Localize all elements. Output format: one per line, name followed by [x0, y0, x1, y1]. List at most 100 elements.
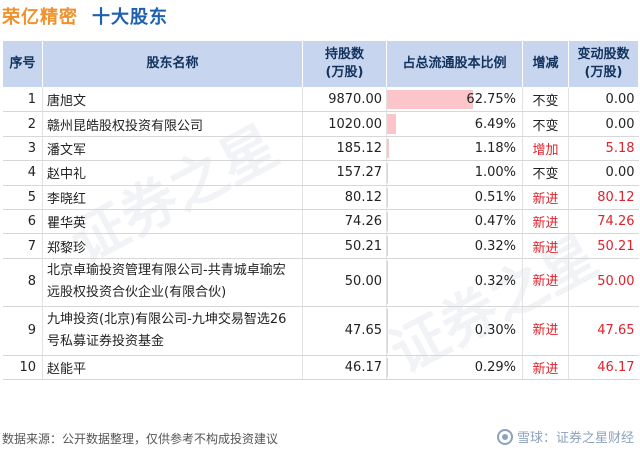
float-ratio-cell: 0.29%	[386, 355, 523, 381]
shares-held: 185.12	[302, 136, 387, 162]
float-ratio-cell: 0.32%	[386, 233, 523, 259]
row-index: 3	[2, 136, 43, 162]
ratio-value: 0.47%	[474, 214, 516, 230]
table-header-row: 序号 股东名称 持股数 (万股) 占总流通股本比例 增减 变动股数 (万股)	[2, 40, 639, 88]
table-row: 2 赣州昆皓股权投资有限公司 1020.00 6.49% 不变 0.00	[2, 111, 639, 137]
shareholder-name: 赵能平	[42, 355, 303, 381]
row-index: 6	[2, 209, 43, 235]
change-status: 新进	[522, 355, 569, 381]
col-header-delta: 变动股数 (万股)	[568, 40, 639, 88]
col-header-change: 增减	[522, 40, 569, 88]
change-shares: 5.18	[568, 136, 639, 162]
table-row: 9 九坤投资(北京)有限公司-九坤交易智选26号私募证券投资基金 47.65 0.30…	[2, 306, 639, 356]
change-status: 不变	[522, 87, 569, 113]
change-status: 新进	[522, 306, 569, 356]
company-name: 荣亿精密	[2, 7, 78, 28]
row-index: 2	[2, 111, 43, 137]
ratio-bar	[387, 138, 389, 159]
data-source-note: 数据来源：公开数据整理，仅供参考不构成投资建议	[2, 432, 279, 446]
float-ratio-cell: 1.00%	[386, 160, 523, 186]
row-index: 10	[2, 355, 43, 381]
float-ratio-cell: 0.47%	[386, 209, 523, 235]
float-ratio-cell: 62.75%	[386, 87, 523, 113]
change-shares: 0.00	[568, 87, 639, 113]
ratio-value: 62.75%	[466, 92, 516, 108]
row-index: 1	[2, 87, 43, 113]
ratio-bar	[387, 187, 388, 207]
table-row: 3 潘文军 185.12 1.18% 增加 5.18	[2, 136, 639, 162]
ratio-bar	[387, 114, 396, 134]
table-row: 10 赵能平 46.17 0.29% 新进 46.17	[2, 355, 639, 381]
change-shares: 50.00	[568, 258, 639, 308]
row-index: 9	[2, 306, 43, 356]
shares-held: 47.65	[302, 306, 387, 356]
change-shares: 46.17	[568, 355, 639, 381]
float-ratio-cell: 1.18%	[386, 136, 523, 162]
ratio-value: 0.51%	[474, 189, 516, 205]
row-index: 8	[2, 258, 43, 308]
change-status: 增加	[522, 136, 569, 162]
row-index: 7	[2, 233, 43, 259]
table-row: 4 赵中礼 157.27 1.00% 不变 0.00	[2, 160, 639, 186]
shareholder-name: 唐旭文	[42, 87, 303, 113]
float-ratio-cell: 0.51%	[386, 185, 523, 210]
ratio-value: 0.32%	[474, 274, 516, 290]
ratio-value: 1.00%	[474, 165, 516, 181]
change-shares: 0.00	[568, 160, 639, 186]
float-ratio-cell: 0.32%	[386, 258, 523, 308]
ratio-value: 0.32%	[474, 238, 516, 254]
ratio-bar	[387, 211, 388, 232]
change-status: 新进	[522, 258, 569, 308]
table-row: 5 李晓红 80.12 0.51% 新进 80.12	[2, 185, 639, 210]
ratio-value: 1.18%	[474, 140, 516, 156]
col-header-index: 序号	[2, 40, 43, 88]
change-status: 新进	[522, 185, 569, 210]
col-header-ratio: 占总流通股本比例	[386, 40, 523, 88]
change-status: 不变	[522, 111, 569, 137]
shareholder-name: 瞿华英	[42, 209, 303, 235]
col-header-name: 股东名称	[42, 40, 303, 88]
change-shares: 80.12	[568, 185, 639, 210]
shareholder-name: 赣州昆皓股权投资有限公司	[42, 111, 303, 137]
row-index: 4	[2, 160, 43, 186]
float-ratio-cell: 0.30%	[386, 306, 523, 356]
change-shares: 74.26	[568, 209, 639, 235]
col-header-shares: 持股数 (万股)	[302, 40, 387, 88]
brand-label: 雪球：证券之星财经	[516, 431, 634, 446]
change-status: 新进	[522, 233, 569, 259]
ratio-bar	[387, 163, 389, 183]
shares-held: 50.00	[302, 258, 387, 308]
shareholders-table: 序号 股东名称 持股数 (万股) 占总流通股本比例 增减 变动股数 (万股) 1…	[2, 40, 639, 381]
brand-credit: 雪球：证券之星财经	[496, 427, 634, 446]
shareholder-name: 九坤投资(北京)有限公司-九坤交易智选26号私募证券投资基金	[42, 306, 303, 356]
shareholder-name: 潘文军	[42, 136, 303, 162]
float-ratio-cell: 6.49%	[386, 111, 523, 137]
shareholder-name: 李晓红	[42, 185, 303, 210]
shares-held: 46.17	[302, 355, 387, 381]
table-row: 6 瞿华英 74.26 0.47% 新进 74.26	[2, 209, 639, 235]
page-title: 十大股东	[92, 7, 168, 28]
snowball-logo-icon	[496, 428, 513, 445]
change-status: 新进	[522, 209, 569, 235]
ratio-bar	[387, 90, 473, 110]
change-status: 不变	[522, 160, 569, 186]
ratio-value: 0.29%	[474, 359, 516, 375]
shares-held: 80.12	[302, 185, 387, 210]
shares-held: 157.27	[302, 160, 387, 186]
shares-held: 9870.00	[302, 87, 387, 113]
shares-held: 50.21	[302, 233, 387, 259]
ratio-value: 6.49%	[474, 116, 516, 132]
shares-held: 74.26	[302, 209, 387, 235]
change-shares: 47.65	[568, 306, 639, 356]
row-index: 5	[2, 185, 43, 210]
shareholder-name: 北京卓瑜投资管理有限公司-共青城卓瑜宏远股权投资合伙企业(有限合伙)	[42, 258, 303, 308]
title-bar: 荣亿精密 十大股东	[0, 0, 640, 32]
shareholder-name: 郑黎珍	[42, 233, 303, 259]
table-row: 1 唐旭文 9870.00 62.75% 不变 0.00	[2, 87, 639, 113]
table-row: 7 郑黎珍 50.21 0.32% 新进 50.21	[2, 233, 639, 259]
change-shares: 50.21	[568, 233, 639, 259]
ratio-value: 0.30%	[474, 322, 516, 338]
change-shares: 0.00	[568, 111, 639, 137]
shares-held: 1020.00	[302, 111, 387, 137]
table-row: 8 北京卓瑜投资管理有限公司-共青城卓瑜宏远股权投资合伙企业(有限合伙) 50.00…	[2, 258, 639, 308]
